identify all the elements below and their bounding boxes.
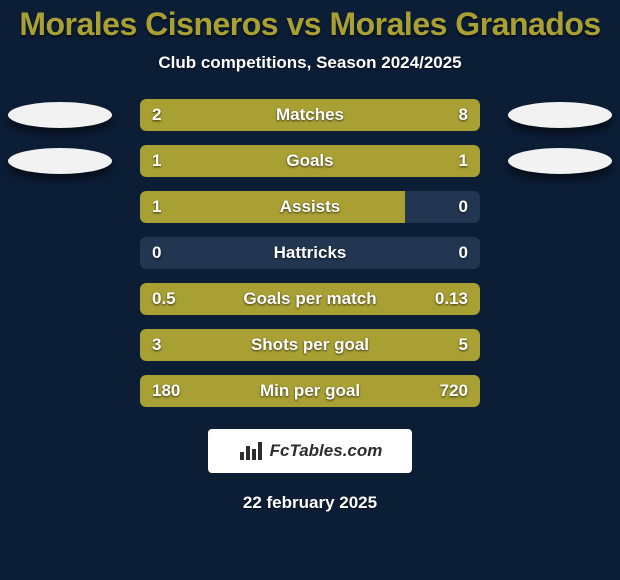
stat-row: 3 5 Shots per goal: [0, 329, 620, 361]
bar-segment-left: [140, 191, 405, 223]
player-right-placeholder: [508, 148, 612, 174]
stat-bar: 1 1 Goals: [140, 145, 480, 177]
value-right: 8: [459, 105, 468, 125]
value-left: 0: [152, 243, 161, 263]
page-title: Morales Cisneros vs Morales Granados: [0, 0, 620, 43]
date-text: 22 february 2025: [0, 493, 620, 513]
stat-bar: 0.5 0.13 Goals per match: [140, 283, 480, 315]
value-left: 1: [152, 151, 161, 171]
player-right-placeholder: [508, 102, 612, 128]
player-left-placeholder: [8, 102, 112, 128]
stat-row: 1 0 Assists: [0, 191, 620, 223]
value-right: 0: [459, 243, 468, 263]
stat-label: Min per goal: [260, 381, 360, 401]
stat-label: Goals: [286, 151, 333, 171]
value-left: 2: [152, 105, 161, 125]
stat-label: Goals per match: [243, 289, 376, 309]
bar-segment-left: [140, 145, 310, 177]
subtitle: Club competitions, Season 2024/2025: [0, 53, 620, 73]
source-badge-text: FcTables.com: [270, 441, 383, 461]
stat-label: Assists: [280, 197, 340, 217]
stat-bar: 2 8 Matches: [140, 99, 480, 131]
source-badge: FcTables.com: [208, 429, 412, 473]
stat-bar: 3 5 Shots per goal: [140, 329, 480, 361]
bar-segment-left: [140, 99, 208, 131]
player-left-placeholder: [8, 148, 112, 174]
value-left: 1: [152, 197, 161, 217]
stat-row: 180 720 Min per goal: [0, 375, 620, 407]
stat-row: 0.5 0.13 Goals per match: [0, 283, 620, 315]
stat-row: 1 1 Goals: [0, 145, 620, 177]
bars-icon: [238, 440, 264, 462]
stat-row: 2 8 Matches: [0, 99, 620, 131]
stat-label: Shots per goal: [251, 335, 369, 355]
infographic: Morales Cisneros vs Morales Granados Clu…: [0, 0, 620, 580]
bar-segment-right: [310, 145, 480, 177]
value-left: 0.5: [152, 289, 176, 309]
value-right: 720: [440, 381, 468, 401]
stat-label: Hattricks: [274, 243, 347, 263]
stat-label: Matches: [276, 105, 344, 125]
stat-bar: 180 720 Min per goal: [140, 375, 480, 407]
value-left: 180: [152, 381, 180, 401]
comparison-chart: 28Matches11Goals10Assists00Hattricks0.50…: [0, 99, 620, 407]
value-right: 5: [459, 335, 468, 355]
stat-row: 0 0 Hattricks: [0, 237, 620, 269]
stat-bar: 0 0 Hattricks: [140, 237, 480, 269]
value-left: 3: [152, 335, 161, 355]
stat-bar: 1 0 Assists: [140, 191, 480, 223]
value-right: 1: [459, 151, 468, 171]
value-right: 0: [459, 197, 468, 217]
value-right: 0.13: [435, 289, 468, 309]
